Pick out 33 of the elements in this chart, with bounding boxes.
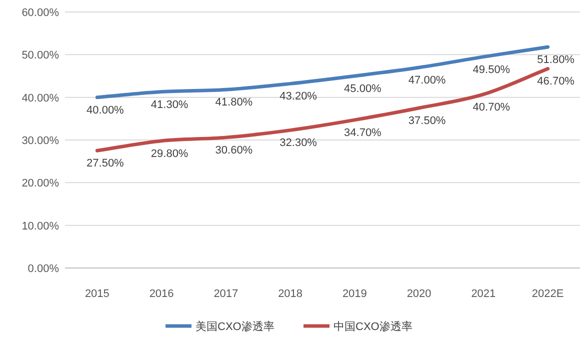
x-tick-label: 2022E <box>532 288 564 300</box>
data-label: 40.00% <box>86 104 124 116</box>
y-tick-label: 60.00% <box>22 7 60 19</box>
data-label: 49.50% <box>472 64 510 76</box>
y-tick-label: 30.00% <box>22 135 60 147</box>
y-tick-label: 50.00% <box>22 50 60 62</box>
x-tick-label: 2016 <box>149 288 174 300</box>
y-tick-label: 0.00% <box>28 263 60 275</box>
data-label: 41.30% <box>150 98 188 111</box>
x-tick-label: 2021 <box>471 288 496 300</box>
y-tick-label: 40.00% <box>22 92 60 104</box>
data-label: 27.50% <box>86 158 124 170</box>
data-label: 37.50% <box>408 115 446 127</box>
data-label: 32.30% <box>280 137 318 150</box>
data-label: 47.00% <box>408 74 446 86</box>
legend-label: 美国CXO渗透率 <box>196 320 274 333</box>
x-tick-label: 2018 <box>278 288 303 300</box>
data-label: 40.70% <box>472 101 510 114</box>
data-label: 41.80% <box>215 96 253 109</box>
y-tick-label: 10.00% <box>22 220 60 232</box>
x-tick-label: 2015 <box>84 288 110 300</box>
data-label: 51.80% <box>537 54 575 66</box>
x-tick-label: 2017 <box>214 288 238 300</box>
data-label: 29.80% <box>150 148 188 160</box>
data-label: 45.00% <box>344 83 382 95</box>
legend-label: 中国CXO渗透率 <box>334 320 412 333</box>
data-label: 43.20% <box>280 90 318 103</box>
data-label: 34.70% <box>344 126 382 139</box>
x-tick-label: 2019 <box>342 288 367 300</box>
x-tick-label: 2020 <box>406 288 432 300</box>
data-label: 30.60% <box>215 144 253 156</box>
y-tick-label: 20.00% <box>22 178 60 190</box>
data-label: 46.70% <box>537 76 575 88</box>
